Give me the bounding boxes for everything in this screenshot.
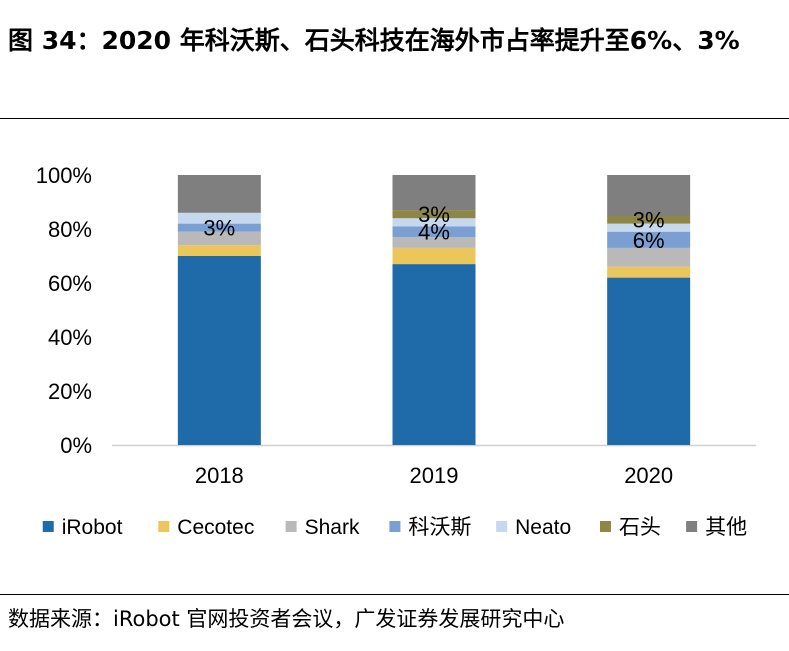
bar-segment [392,210,476,219]
bar-segment [392,237,476,248]
bar-segment [607,277,691,445]
bar-segment [607,266,691,278]
legend-label: 其他 [705,516,747,539]
bar-segment [177,212,261,224]
bar-segment [392,264,476,445]
y-tick-label: 60% [48,271,92,296]
legend-swatch [686,521,698,532]
x-tick-label: 2018 [195,463,244,488]
bar-segment [607,223,691,232]
y-tick-label: 100% [36,163,92,188]
bar-segment [392,218,476,227]
figure-title: 图 34：2020 年科沃斯、石头科技在海外市占率提升至6%、3% [8,26,740,55]
x-tick-label: 2019 [410,463,459,488]
legend-label: iRobot [62,516,123,539]
figure-source: 数据来源：iRobot 官网投资者会议，广发证券发展研究中心 [8,607,565,631]
bar-segment [177,223,261,232]
legend-swatch [285,521,297,532]
legend-swatch [389,521,401,532]
bar-segment [607,215,691,224]
bar-segment [177,256,261,445]
legend-swatch [42,521,54,532]
legend-label: 科沃斯 [408,516,471,539]
bar-segment [177,175,261,213]
legend-swatch [158,521,170,532]
legend-label: 石头 [619,516,661,539]
bar-segment [177,245,261,256]
data-label: 3% [203,216,235,241]
legend-label: Shark [305,516,360,539]
data-label: 3% [418,202,450,227]
data-label: 3% [633,208,665,233]
bar-segment [392,226,476,238]
source-rule [0,594,789,595]
y-tick-label: 80% [48,217,92,242]
stacked-bar-chart: 0%20%40%60%80%100%20183%20194%3%20206%3%… [36,163,756,539]
bar-segment [177,231,261,246]
data-label: 4% [418,220,450,245]
y-tick-label: 40% [48,325,92,350]
y-tick-label: 0% [60,433,92,458]
bar-segment [607,175,691,216]
bar-segment [392,175,476,211]
bar-segment [392,247,476,265]
legend-label: Cecotec [177,516,254,539]
legend-label: Neato [515,516,571,539]
legend-swatch [599,521,611,532]
data-label: 6% [633,228,665,253]
bar-segment [607,247,691,267]
title-rule [0,118,789,119]
legend-swatch [496,521,508,532]
x-tick-label: 2020 [624,463,673,488]
y-tick-label: 20% [48,379,92,404]
bar-segment [607,231,691,248]
